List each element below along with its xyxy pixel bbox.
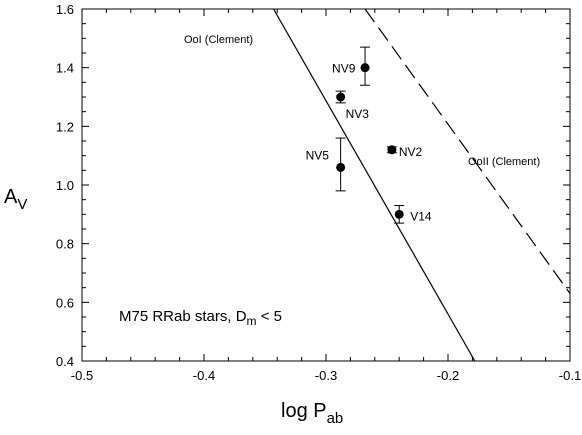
y-tick-label: 1.4 <box>56 61 74 76</box>
y-axis-title: AV <box>4 186 27 213</box>
data-label-v14: V14 <box>410 209 432 223</box>
ticks: -0.5 -0.4 -0.3 -0.2 -0.1 0.4 0.6 0.8 1.0 1.2 1.4 1.… <box>56 2 581 383</box>
ooi-line <box>273 9 476 361</box>
ooii-line <box>364 9 570 294</box>
y-tick-label: 1.6 <box>56 2 74 17</box>
ooi-annotation: OoI (Clement) <box>184 34 253 46</box>
sample-annotation-main: M75 RRab stars, D <box>119 308 247 325</box>
sample-annotation-sub: m <box>247 314 257 328</box>
y-tick-label: 1.0 <box>56 178 74 193</box>
data-label-nv2: NV2 <box>399 145 423 159</box>
x-axis-title-sub: ab <box>327 410 344 427</box>
y-tick-label: 0.4 <box>56 354 74 369</box>
x-axis-title: log Pab <box>281 400 343 427</box>
reference-lines <box>273 9 570 361</box>
data-point-nv2 <box>387 145 397 155</box>
x-axis-title-main: log P <box>281 400 327 422</box>
data-label-nv5: NV5 <box>306 148 330 162</box>
y-axis-title-sub: V <box>17 196 27 213</box>
sample-annotation: M75 RRab stars, Dm < 5 <box>119 308 282 328</box>
data-point-nv5 <box>336 162 346 172</box>
ooii-annotation: OoII (Clement) <box>468 156 540 168</box>
y-tick-label: 1.2 <box>56 119 74 134</box>
sample-annotation-tail: < 5 <box>257 308 282 325</box>
data-point-nv9 <box>360 63 370 73</box>
y-tick-label: 0.6 <box>56 295 74 310</box>
data-point-nv3 <box>336 92 346 102</box>
data-points: NV9 NV3 NV2 NV5 V14 <box>306 46 432 224</box>
x-tick-label: -0.1 <box>559 368 581 383</box>
x-tick-label: -0.4 <box>193 368 215 383</box>
x-tick-label: -0.3 <box>315 368 337 383</box>
data-label-nv9: NV9 <box>332 62 356 76</box>
data-label-nv3: NV3 <box>346 107 370 121</box>
x-tick-label: -0.5 <box>71 368 93 383</box>
data-point-v14 <box>394 209 404 219</box>
y-axis-title-main: A <box>4 186 18 208</box>
x-tick-label: -0.2 <box>437 368 459 383</box>
y-tick-label: 0.8 <box>56 237 74 252</box>
